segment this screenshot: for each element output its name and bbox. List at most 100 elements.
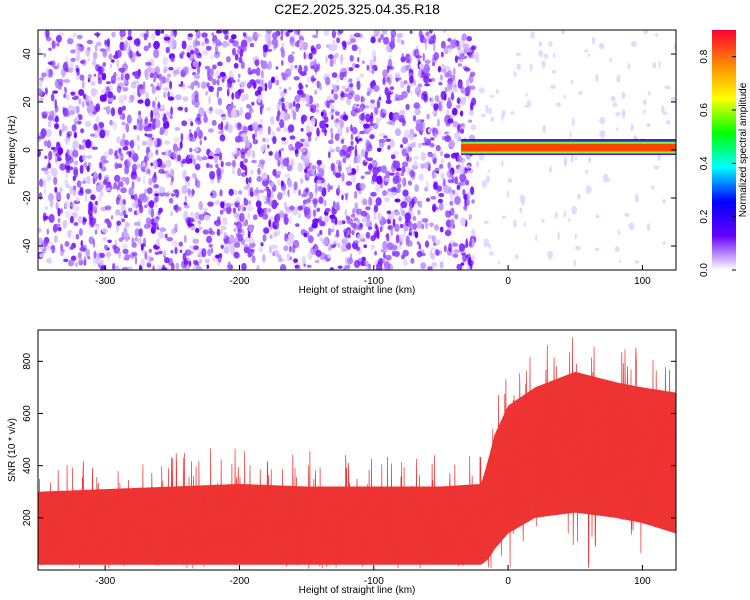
heatmap-cell bbox=[47, 115, 54, 121]
heatmap-cell bbox=[129, 139, 134, 149]
heatmap-cell bbox=[352, 240, 360, 244]
heatmap-cell bbox=[206, 82, 210, 88]
heatmap-cell bbox=[166, 237, 173, 242]
colorbar-gradient bbox=[712, 30, 736, 270]
heatmap-cell bbox=[651, 185, 655, 190]
heatmap-cell bbox=[400, 144, 404, 149]
heatmap-cell bbox=[193, 47, 200, 56]
heatmap-cell bbox=[303, 51, 306, 60]
heatmap-cell bbox=[240, 151, 246, 159]
heatmap-cell bbox=[529, 63, 533, 72]
heatmap-cell bbox=[87, 73, 92, 80]
heatmap-cell bbox=[445, 88, 450, 92]
heatmap-cell bbox=[485, 104, 489, 114]
heatmap-cell bbox=[111, 59, 115, 63]
heatmap-cell bbox=[514, 254, 519, 260]
heatmap-cell bbox=[330, 108, 335, 113]
heatmap-cell bbox=[310, 45, 315, 53]
heatmap-cell bbox=[510, 111, 515, 115]
heatmap-cell bbox=[158, 168, 165, 174]
heatmap-cell bbox=[349, 82, 354, 88]
heatmap-cell bbox=[237, 233, 244, 242]
heatmap-cell bbox=[351, 44, 358, 52]
heatmap-cell bbox=[243, 244, 249, 253]
heatmap-y-label: Frequency (Hz) bbox=[7, 116, 18, 185]
heatmap-cell bbox=[186, 67, 193, 71]
heatmap-cell bbox=[102, 94, 108, 102]
heatmap-cell bbox=[454, 132, 461, 141]
heatmap-cell bbox=[461, 252, 466, 256]
heatmap-cell bbox=[356, 165, 360, 174]
heatmap-cell bbox=[124, 40, 129, 48]
heatmap-cell bbox=[154, 251, 160, 255]
heatmap-cell bbox=[50, 93, 55, 102]
heatmap-cell bbox=[414, 184, 420, 193]
heatmap-cell bbox=[171, 240, 178, 246]
heatmap-cell bbox=[233, 228, 237, 232]
heatmap-cell bbox=[346, 92, 354, 100]
heatmap-cell bbox=[289, 245, 292, 253]
heatmap-cell bbox=[189, 147, 193, 153]
heatmap-cell bbox=[119, 41, 125, 51]
heatmap-cell bbox=[171, 175, 174, 183]
snr-line bbox=[38, 337, 676, 569]
heatmap-cell bbox=[272, 168, 277, 177]
heatmap-cell bbox=[420, 163, 425, 169]
heatmap-cell bbox=[85, 139, 92, 149]
heatmap-cell bbox=[530, 31, 535, 39]
heatmap-cell bbox=[134, 228, 140, 237]
heatmap-cell bbox=[442, 30, 447, 33]
heatmap-cell bbox=[382, 190, 387, 197]
heatmap-cell bbox=[232, 47, 236, 56]
heatmap-cell bbox=[379, 258, 383, 266]
heatmap-cell bbox=[370, 99, 376, 104]
heatmap-cell bbox=[196, 65, 201, 75]
heatmap-cell bbox=[293, 258, 299, 263]
heatmap-cell bbox=[304, 187, 310, 193]
heatmap-cell bbox=[452, 242, 459, 247]
heatmap-cell bbox=[433, 42, 436, 52]
heatmap-cell bbox=[51, 40, 56, 49]
heatmap-cell bbox=[423, 136, 427, 143]
heatmap-cell bbox=[266, 188, 272, 198]
heatmap-cell bbox=[137, 68, 141, 77]
heatmap-cell bbox=[438, 250, 443, 255]
heatmap-cell bbox=[122, 133, 126, 141]
heatmap-cell bbox=[70, 49, 77, 54]
heatmap-cell bbox=[371, 64, 378, 70]
heatmap-cell bbox=[332, 223, 336, 231]
heatmap-cell bbox=[233, 211, 239, 219]
heatmap-cell bbox=[434, 133, 438, 138]
heatmap-cell bbox=[43, 52, 46, 58]
heatmap-cell bbox=[339, 149, 346, 157]
heatmap-cell bbox=[269, 224, 273, 230]
heatmap-cell bbox=[379, 132, 386, 137]
heatmap-cell bbox=[262, 253, 266, 263]
heatmap-cell bbox=[52, 90, 59, 94]
heatmap-cell bbox=[350, 38, 357, 43]
heatmap-cell bbox=[138, 88, 146, 95]
heatmap-cell bbox=[170, 56, 175, 63]
heatmap-cell bbox=[231, 166, 236, 175]
heatmap-cell bbox=[223, 244, 228, 249]
heatmap-cell bbox=[85, 188, 92, 194]
heatmap-cell bbox=[83, 256, 87, 265]
heatmap-cell bbox=[208, 230, 216, 236]
heatmap-cell bbox=[468, 74, 474, 84]
heatmap-cell bbox=[310, 75, 315, 83]
heatmap-cell bbox=[47, 162, 52, 169]
heatmap-cell bbox=[279, 110, 286, 119]
heatmap-cell bbox=[552, 70, 557, 74]
heatmap-cell bbox=[238, 56, 243, 64]
heatmap-cell bbox=[148, 208, 151, 216]
heatmap-cell bbox=[145, 61, 152, 66]
heatmap-cell bbox=[411, 198, 415, 207]
heatmap-cell bbox=[267, 60, 273, 70]
heatmap-cell bbox=[483, 238, 489, 248]
heatmap-cell bbox=[204, 214, 211, 221]
heatmap-cell bbox=[318, 216, 323, 225]
heatmap-cell bbox=[433, 103, 439, 111]
heatmap-cell bbox=[144, 133, 148, 137]
heatmap-cell bbox=[361, 256, 366, 262]
heatmap-cell bbox=[280, 35, 284, 41]
